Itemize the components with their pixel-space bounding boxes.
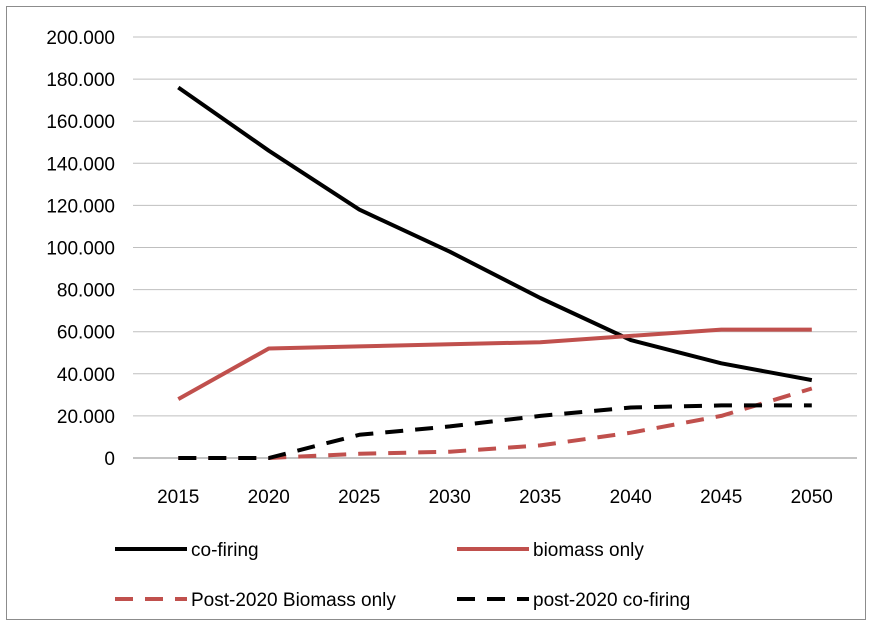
legend-label-3: Post-2020 Biomass only (191, 590, 396, 611)
x-axis-tick-labels: 2015 2020 2025 2030 2035 2040 2045 2050 (157, 487, 833, 508)
y-tick-label: 20.000 (57, 407, 115, 428)
y-tick-label: 0 (104, 449, 115, 470)
y-tick-label: 160.000 (46, 112, 115, 133)
x-tick-label: 2045 (700, 487, 742, 508)
x-tick-label: 2030 (429, 487, 471, 508)
legend-label-4: post-2020 co-firing (533, 590, 690, 611)
y-tick-label: 60.000 (57, 323, 115, 344)
x-tick-label: 2020 (248, 487, 290, 508)
series-line-3 (178, 386, 813, 460)
x-tick-label: 2025 (338, 487, 380, 508)
series-line-1 (177, 85, 813, 383)
y-tick-label: 40.000 (57, 365, 115, 386)
x-tick-label: 2035 (519, 487, 561, 508)
chart-frame: 0 20.000 40.000 60.000 80.000 100.000 120.000 1… (6, 6, 866, 620)
legend: co-firing biomass only Post-2020 Biomass o… (115, 540, 690, 611)
y-tick-label: 100.000 (46, 239, 115, 260)
legend-label-2: biomass only (533, 540, 644, 561)
y-tick-label: 120.000 (46, 196, 115, 217)
series-line-4 (178, 403, 812, 460)
series-lines (177, 85, 813, 460)
y-tick-label: 140.000 (46, 154, 115, 175)
y-tick-label: 80.000 (57, 281, 115, 302)
y-tick-label: 180.000 (46, 70, 115, 91)
x-tick-label: 2015 (157, 487, 199, 508)
series-line-2 (177, 327, 812, 401)
y-axis-tick-labels: 0 20.000 40.000 60.000 80.000 100.000 120.000 1… (46, 28, 115, 470)
x-tick-label: 2050 (791, 487, 833, 508)
gridlines (133, 36, 857, 459)
legend-label-1: co-firing (191, 540, 259, 561)
y-tick-label: 200.000 (46, 28, 115, 49)
x-tick-label: 2040 (610, 487, 652, 508)
line-chart: 0 20.000 40.000 60.000 80.000 100.000 120.000 1… (46, 28, 857, 611)
